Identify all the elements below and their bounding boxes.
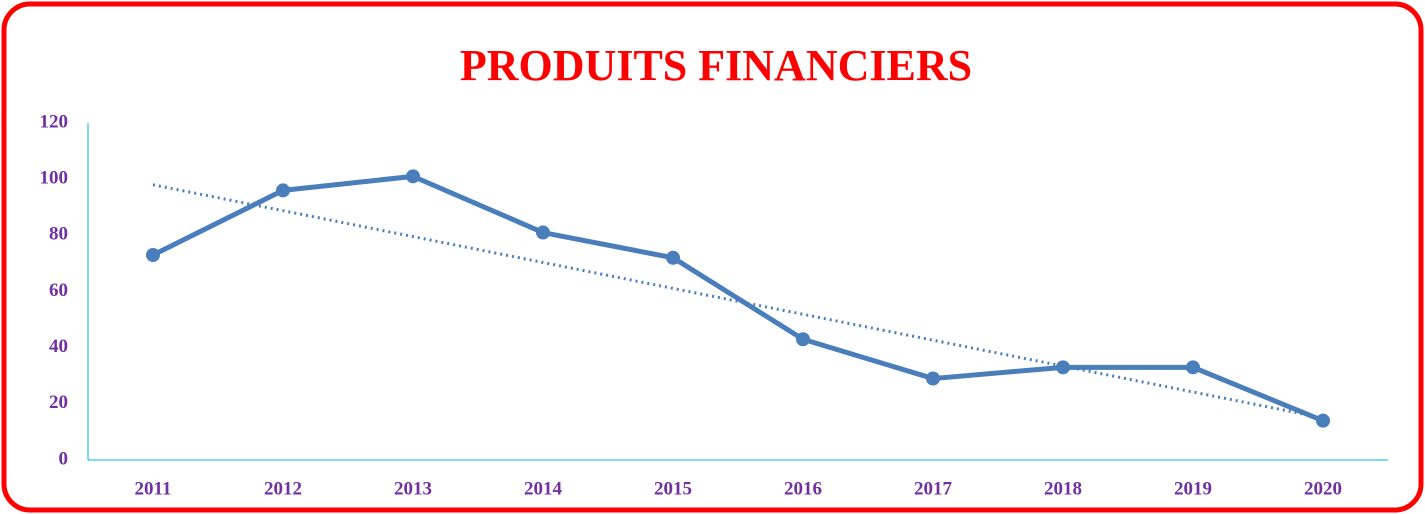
x-tick-label: 2019 bbox=[1174, 478, 1212, 499]
y-tick-label: 20 bbox=[49, 392, 68, 413]
x-tick-label: 2018 bbox=[1044, 478, 1082, 499]
x-tick-label: 2012 bbox=[264, 478, 302, 499]
data-point bbox=[1316, 413, 1330, 428]
data-point bbox=[536, 225, 550, 240]
data-point bbox=[1056, 360, 1070, 375]
data-point bbox=[926, 371, 940, 386]
data-line bbox=[151, 173, 1324, 423]
y-tick-label: 120 bbox=[40, 111, 69, 132]
data-point bbox=[146, 247, 160, 262]
data-point bbox=[1186, 360, 1200, 375]
x-tick-label: 2013 bbox=[394, 478, 432, 499]
x-tick-label: 2020 bbox=[1304, 478, 1342, 499]
x-tick-label: 2015 bbox=[654, 478, 692, 499]
y-tick-label: 60 bbox=[49, 280, 68, 301]
y-tick-label: 100 bbox=[40, 168, 69, 189]
x-tick-label: 2011 bbox=[135, 478, 172, 499]
x-tick-label: 2016 bbox=[784, 478, 822, 499]
x-tick-label: 2014 bbox=[524, 478, 563, 499]
trendline bbox=[152, 183, 1324, 420]
y-tick-label: 40 bbox=[49, 336, 68, 357]
data-point bbox=[666, 250, 680, 265]
x-tick-label: 2017 bbox=[914, 478, 953, 499]
chart-title: PRODUITS FINANCIERS bbox=[460, 41, 972, 90]
y-tick-label: 80 bbox=[49, 224, 68, 245]
y-tick-label: 0 bbox=[59, 448, 69, 469]
data-point bbox=[796, 332, 810, 347]
data-point bbox=[406, 169, 420, 184]
data-point bbox=[276, 183, 290, 198]
